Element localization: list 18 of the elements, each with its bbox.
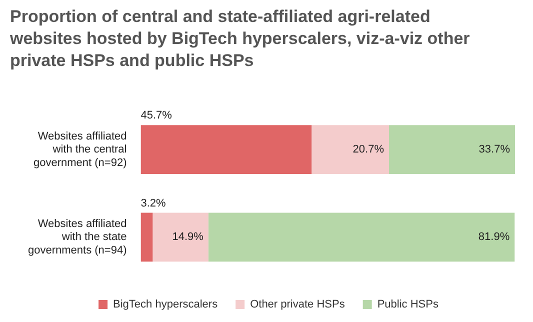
bar: [312, 125, 390, 174]
legend-label: BigTech hyperscalers: [113, 298, 218, 311]
data-label: 14.9%: [172, 231, 204, 244]
legend-label: Other private HSPs: [250, 298, 346, 311]
legend-label: Public HSPs: [377, 298, 439, 311]
bar: [152, 212, 208, 262]
data-label: 45.7%: [140, 110, 172, 122]
data-label: 33.7%: [478, 144, 510, 156]
chart-title: Proportion of central and state-affiliated agri-related websites hosted by BigTech hyperscalers, viz-a-viz other private HSPs and public HSPs: [10, 6, 471, 72]
data-label: 81.9%: [478, 231, 510, 244]
data-label: 3.2%: [140, 197, 166, 210]
bar: [389, 125, 515, 174]
y-tick-label: Websites affiliated with the state governments (n=94): [28, 218, 127, 256]
bar: [140, 212, 153, 262]
data-label: 20.7%: [352, 144, 384, 156]
y-tick-label: Websites affiliated with the central government (n=92): [34, 130, 127, 169]
bar: [208, 212, 515, 262]
bar: [140, 125, 312, 174]
